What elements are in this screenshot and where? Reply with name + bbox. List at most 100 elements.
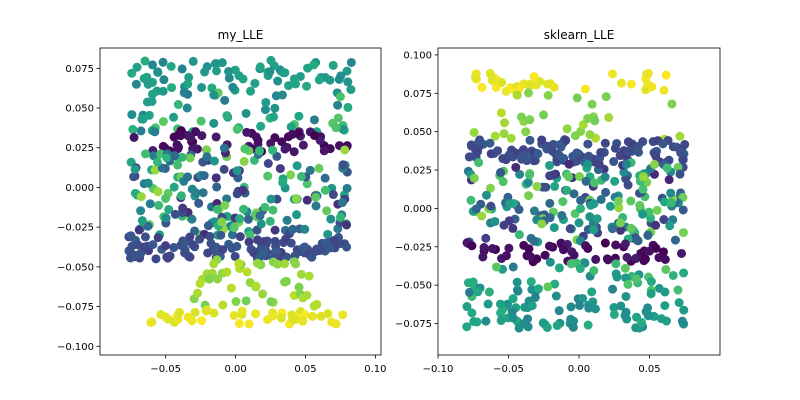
my-lle-point (268, 145, 278, 155)
sklearn-lle-point (621, 291, 631, 301)
my-lle-y-tick-label: −0.100 (57, 342, 94, 353)
my-lle-point (275, 164, 285, 174)
my-lle-point (256, 219, 266, 229)
sklearn-lle-point (484, 287, 494, 297)
my-lle-point (224, 73, 234, 83)
sklearn-lle-point (626, 196, 636, 206)
my-lle-point (197, 82, 207, 92)
my-lle-point (316, 311, 326, 321)
sklearn-lle-point (545, 198, 555, 208)
my-lle-point (280, 277, 290, 287)
sklearn-lle-point (643, 311, 653, 321)
sklearn-lle-point (594, 159, 604, 169)
my-lle-point (205, 231, 215, 241)
my-lle-point (333, 100, 343, 110)
sklearn-lle-point (548, 170, 558, 180)
sklearn-lle-point (470, 72, 480, 82)
my-lle-point (161, 241, 171, 251)
sklearn-lle-point (568, 151, 578, 161)
my-lle-point (338, 160, 348, 170)
my-lle-point (161, 193, 171, 203)
my-lle-point (196, 116, 206, 126)
sklearn-lle-x-tick-label: 0.00 (568, 364, 590, 375)
my-lle-point (342, 66, 352, 76)
sklearn-lle-point (665, 221, 675, 231)
sklearn-lle-point (496, 299, 506, 309)
sklearn-lle-point (679, 305, 689, 315)
sklearn-lle-point (478, 252, 488, 262)
sklearn-lle-point (613, 196, 623, 206)
my-lle-y-tick-label: 0.050 (65, 104, 94, 115)
my-lle-point (222, 267, 232, 277)
sklearn-lle-point (504, 243, 514, 253)
my-lle-point (143, 178, 153, 188)
my-lle-point (218, 300, 228, 310)
my-lle-point (162, 153, 172, 163)
my-lle-point (188, 240, 198, 250)
my-lle-point (329, 235, 339, 245)
my-lle-point (289, 147, 299, 157)
sklearn-lle-point (554, 306, 564, 316)
my-lle-point (139, 242, 149, 252)
sklearn-lle-point (526, 252, 536, 262)
my-lle-point (245, 230, 255, 240)
my-lle-point (228, 82, 238, 92)
my-lle-point (195, 278, 205, 288)
my-lle-point (176, 191, 186, 201)
sklearn-lle-point (515, 169, 525, 179)
sklearn-lle-point (554, 263, 564, 273)
sklearn-lle-point (584, 151, 594, 161)
my-lle-point (153, 67, 163, 77)
my-lle-point (127, 110, 137, 120)
my-lle-point (337, 198, 347, 208)
sklearn-lle-point (533, 284, 543, 294)
sklearn-lle-point (600, 172, 610, 182)
my-lle-point (284, 81, 294, 91)
sklearn-lle-point (583, 243, 593, 253)
sklearn-lle-point (662, 316, 671, 326)
my-lle-point (280, 68, 290, 78)
my-lle-point (298, 243, 308, 253)
my-lle-point (265, 67, 275, 77)
my-lle-point (136, 206, 146, 216)
sklearn-lle-point (533, 149, 543, 159)
my-lle-point (261, 97, 271, 107)
my-lle-point (271, 91, 281, 101)
sklearn-lle-point (583, 320, 593, 330)
my-lle-point (250, 78, 260, 88)
my-lle-point (302, 81, 312, 91)
my-lle-point (310, 131, 320, 141)
my-lle-y-ticks: −0.100 −0.075 −0.050 −0.025 0.000 0.025 0.050 0… (57, 64, 100, 353)
sklearn-lle-point (551, 291, 561, 301)
my-lle-point (190, 226, 200, 236)
my-lle-y-tick-label: 0.075 (65, 64, 94, 75)
my-lle-point (140, 56, 150, 66)
sklearn-lle-point (658, 139, 668, 149)
sklearn-lle-point (501, 251, 511, 261)
my-lle-point (343, 102, 353, 112)
my-lle-point (150, 165, 160, 175)
my-lle-x-tick-label: 0.05 (294, 364, 316, 375)
sklearn-lle-point (659, 247, 669, 257)
my-lle-point (268, 205, 278, 215)
sklearn-lle-point (467, 308, 477, 318)
my-lle-point (320, 173, 330, 183)
my-lle-point (255, 62, 265, 72)
sklearn-lle-point (466, 195, 476, 205)
sklearn-lle-point (469, 317, 479, 327)
my-lle-point (185, 153, 195, 163)
my-lle-point (343, 77, 353, 87)
sklearn-lle-point (506, 133, 516, 143)
sklearn-lle-point (616, 301, 626, 311)
my-lle-point (128, 124, 138, 134)
sklearn-lle-point (558, 197, 568, 207)
my-lle-point (334, 74, 344, 84)
my-lle-point (169, 182, 179, 192)
sklearn-lle-point (589, 178, 599, 188)
sklearn-lle-point (609, 303, 619, 313)
sklearn-lle-point (631, 274, 641, 284)
sklearn-lle-point (523, 177, 533, 187)
sklearn-lle-point (632, 235, 642, 245)
sklearn-lle-point (675, 169, 685, 179)
sklearn-lle-point (646, 277, 656, 287)
